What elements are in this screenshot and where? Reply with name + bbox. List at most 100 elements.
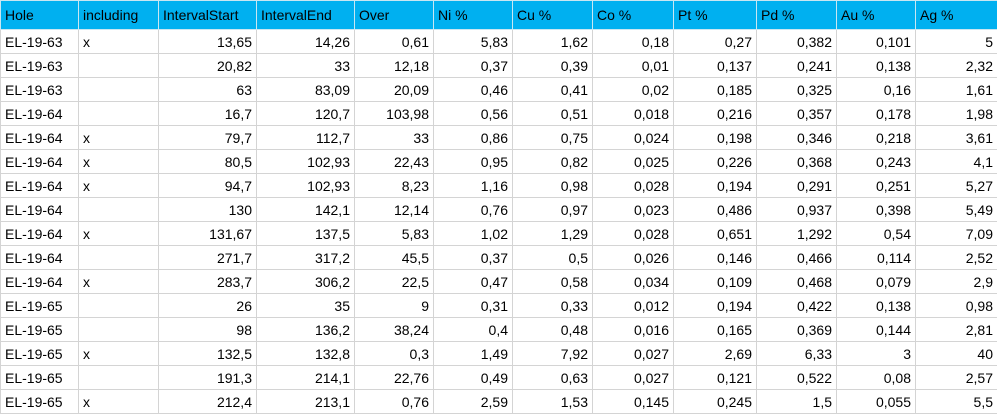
table-cell: 0,226: [673, 149, 757, 174]
table-cell: 0,109: [673, 269, 757, 294]
table-cell: 2,81: [915, 317, 997, 342]
column-header: Au %: [836, 0, 916, 30]
table-cell: 0,39: [512, 53, 593, 78]
table-cell: 33: [256, 53, 355, 78]
table-cell: 0,398: [836, 197, 916, 222]
table-cell: 0,079: [836, 269, 916, 294]
table-cell: 79,7: [158, 125, 257, 150]
table-cell: 0,522: [756, 365, 837, 390]
table-cell: 0,138: [836, 53, 916, 78]
table-cell: 136,2: [256, 317, 355, 342]
table-cell: 0,18: [592, 29, 674, 54]
table-cell: 0,466: [756, 245, 837, 270]
table-cell: 5,27: [915, 173, 997, 198]
table-cell: 0,27: [673, 29, 757, 54]
table-cell: x: [78, 149, 159, 174]
table-cell: EL-19-64: [0, 197, 79, 222]
table-row: EL-19-64 130 142,1 12,14 0,76 0,97 0,023 0,486 0…: [0, 197, 997, 222]
table-cell: x: [78, 341, 159, 366]
table-cell: 0,46: [433, 77, 513, 102]
table-cell: [78, 317, 159, 342]
table-cell: 2,57: [915, 365, 997, 390]
table-cell: 0,41: [512, 77, 593, 102]
table-cell: 0,016: [592, 317, 674, 342]
table-cell: 0,101: [836, 29, 916, 54]
table-cell: 0,51: [512, 101, 593, 126]
table-cell: 6,33: [756, 341, 837, 366]
table-cell: 214,1: [256, 365, 355, 390]
table-cell: 0,16: [836, 77, 916, 102]
table-cell: 1,98: [915, 101, 997, 126]
table-cell: 0,357: [756, 101, 837, 126]
column-header: Co %: [592, 0, 674, 30]
table-cell: 0,185: [673, 77, 757, 102]
table-cell: 0,98: [512, 173, 593, 198]
table-cell: EL-19-64: [0, 173, 79, 198]
table-row: EL-19-63 20,82 33 12,18 0,37 0,39 0,01 0,137 0,2…: [0, 53, 997, 78]
table-cell: 0,137: [673, 53, 757, 78]
column-header: Hole: [0, 0, 79, 30]
table-cell: EL-19-65: [0, 365, 79, 390]
table-cell: 0,027: [592, 341, 674, 366]
table-cell: 0,346: [756, 125, 837, 150]
table-cell: x: [78, 269, 159, 294]
table-cell: 3,61: [915, 125, 997, 150]
table-cell: EL-19-63: [0, 77, 79, 102]
table-cell: 0,37: [433, 245, 513, 270]
table-row: EL-19-64 x 283,7 306,2 22,5 0,47 0,58 0,034 0,10…: [0, 269, 997, 294]
table-cell: 212,4: [158, 389, 257, 414]
column-header: Pd %: [756, 0, 837, 30]
table-cell: 131,67: [158, 221, 257, 246]
table-cell: EL-19-64: [0, 269, 79, 294]
table-cell: 0,026: [592, 245, 674, 270]
table-cell: 40: [915, 341, 997, 366]
table-cell: 0,291: [756, 173, 837, 198]
table-row: EL-19-65 x 132,5 132,8 0,3 1,49 7,92 0,027 2,69 6…: [0, 341, 997, 366]
table-cell: 0,382: [756, 29, 837, 54]
column-header: IntervalStart: [158, 0, 257, 30]
table-cell: 5,5: [915, 389, 997, 414]
table-cell: 20,09: [354, 77, 434, 102]
table-cell: 0,121: [673, 365, 757, 390]
table-row: EL-19-64 16,7 120,7 103,98 0,56 0,51 0,018 0,21…: [0, 101, 997, 126]
table-row: EL-19-64 x 79,7 112,7 33 0,86 0,75 0,024 0,198 0,…: [0, 125, 997, 150]
column-header: Cu %: [512, 0, 593, 30]
table-cell: 0,468: [756, 269, 837, 294]
table-cell: 1,5: [756, 389, 837, 414]
table-cell: x: [78, 221, 159, 246]
table-cell: [78, 245, 159, 270]
table-cell: 0,33: [512, 293, 593, 318]
table-cell: EL-19-65: [0, 317, 79, 342]
table-cell: 306,2: [256, 269, 355, 294]
table-cell: 1,29: [512, 221, 593, 246]
table-cell: 0,369: [756, 317, 837, 342]
table-cell: 0,023: [592, 197, 674, 222]
table-cell: 0,368: [756, 149, 837, 174]
table-cell: 0,98: [915, 293, 997, 318]
table-cell: 0,95: [433, 149, 513, 174]
table-cell: 0,97: [512, 197, 593, 222]
table-cell: 120,7: [256, 101, 355, 126]
table-cell: x: [78, 389, 159, 414]
table-cell: 0,37: [433, 53, 513, 78]
table-cell: 0,034: [592, 269, 674, 294]
table-cell: 0,198: [673, 125, 757, 150]
table-cell: 22,43: [354, 149, 434, 174]
table-cell: [78, 197, 159, 222]
table-cell: EL-19-64: [0, 101, 79, 126]
table-cell: 0,3: [354, 341, 434, 366]
table-cell: 0,76: [354, 389, 434, 414]
table-cell: 0,325: [756, 77, 837, 102]
table-row: EL-19-64 x 94,7 102,93 8,23 1,16 0,98 0,028 0,19…: [0, 173, 997, 198]
table-cell: 1,16: [433, 173, 513, 198]
table-cell: 0,138: [836, 293, 916, 318]
table-cell: EL-19-63: [0, 53, 79, 78]
table-cell: 0,241: [756, 53, 837, 78]
table-cell: [78, 293, 159, 318]
table-row: EL-19-64 x 131,67 137,5 5,83 1,02 1,29 0,028 0,6…: [0, 221, 997, 246]
table-cell: 2,9: [915, 269, 997, 294]
table-cell: 0,01: [592, 53, 674, 78]
table-cell: 0,245: [673, 389, 757, 414]
table-cell: 0,144: [836, 317, 916, 342]
